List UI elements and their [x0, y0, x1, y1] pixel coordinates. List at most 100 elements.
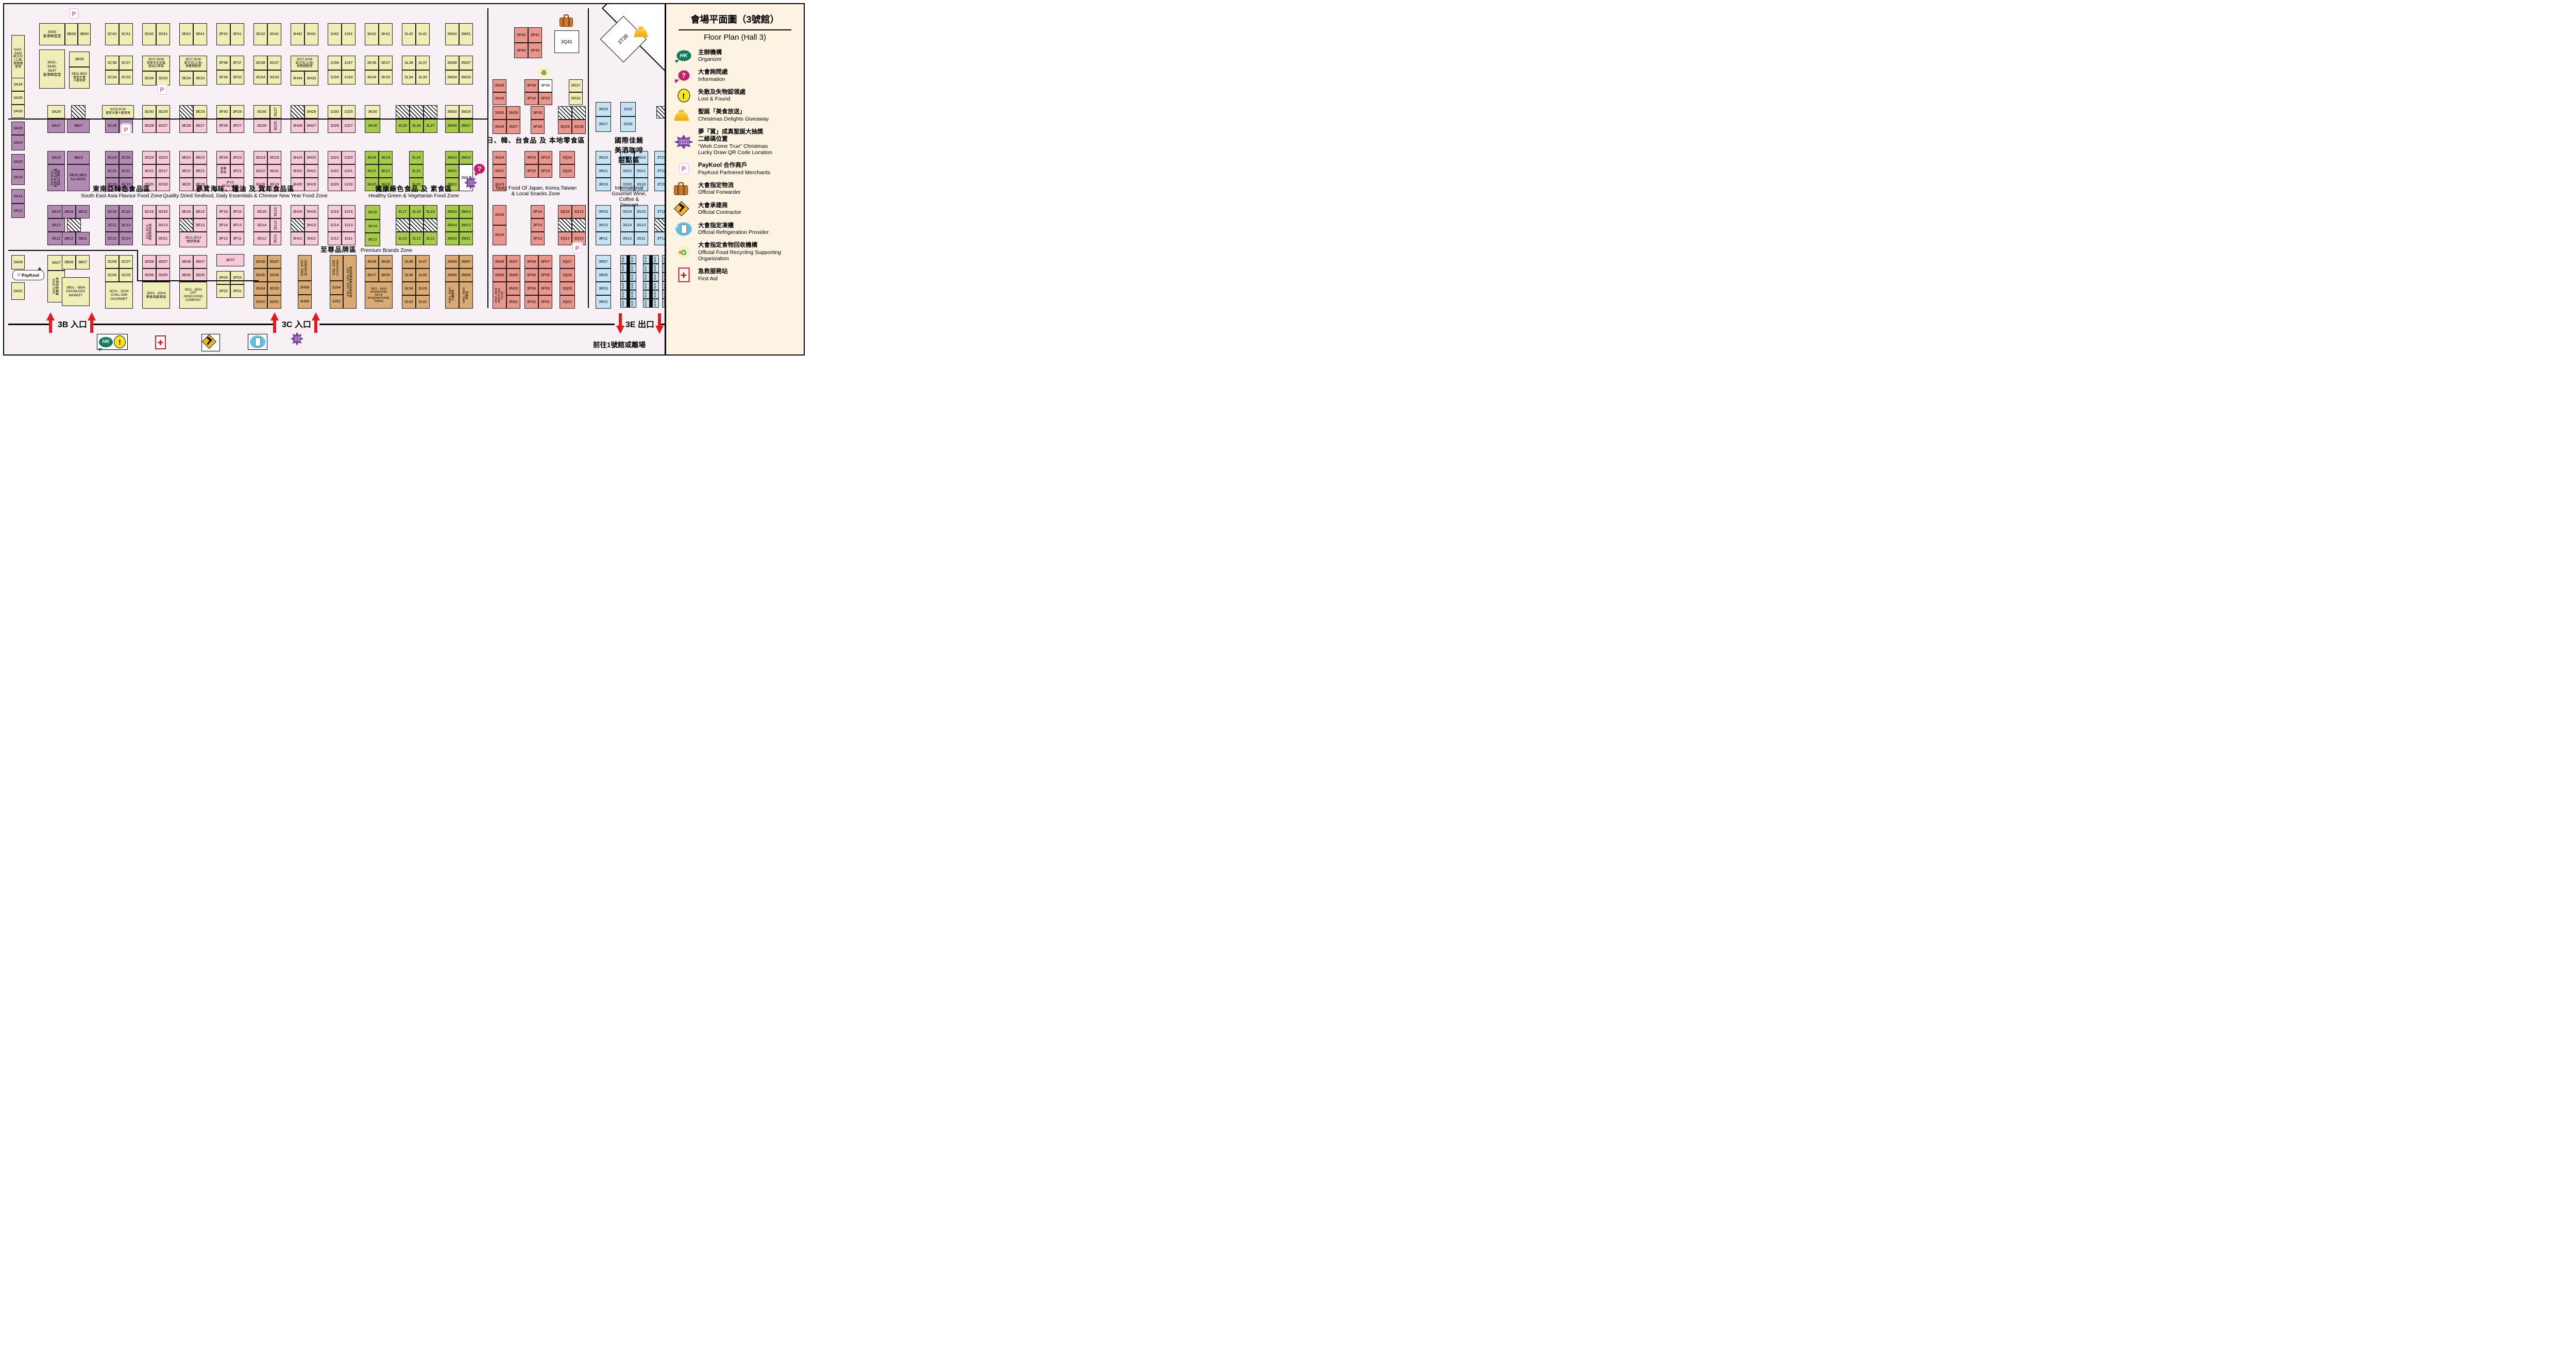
booth-hatched — [656, 106, 665, 119]
booth-3N07: 3N07 — [506, 255, 520, 268]
booth-3U03: 3U03 — [620, 281, 627, 290]
legend-item: 大會承建商 Official Contractor — [673, 201, 799, 217]
booth-3N28: 3N28 — [493, 120, 506, 134]
booth-hatched — [71, 105, 86, 119]
booth-3D34: 3D34 — [142, 71, 156, 86]
legend-item-icon: ❄ — [674, 222, 693, 236]
booth-3K20: 3K20 — [365, 178, 379, 191]
entrance-label: 3E 出口 — [625, 320, 655, 329]
booth-3G42: 3G42 — [253, 23, 267, 45]
booth-3Q07: 3Q07 — [560, 255, 575, 268]
booth-3L22: 3L22 — [409, 164, 423, 178]
booth-3U30: 3U30 — [662, 255, 665, 264]
legend-item-en: Christmas Delights Giveaway — [698, 115, 769, 122]
booth-3Q05: 3Q05 — [560, 268, 575, 282]
booth-3F27: 3F27 — [230, 119, 244, 133]
legend-item-zh: 大會詢問處 — [698, 69, 728, 76]
booth-3F37: 3F37 — [230, 56, 244, 70]
booth-3R23: 3R23 — [596, 151, 611, 164]
booth-3L01: 3L01 — [416, 295, 430, 309]
legend-item-icon: HK — [674, 50, 693, 61]
booth-3K30: 3K30 — [365, 105, 380, 119]
legend-item: 聖誕「美食放送」 Christmas Delights Giveaway — [674, 108, 799, 122]
booth-3C293C30: 3C29,3C30 遼寧大連十郡商貿 — [102, 105, 134, 119]
legend-panel: 會場平面圖（3號館） Floor Plan (Hall 3) HK 主辦機構 Org… — [665, 3, 805, 356]
entrance-arrow — [655, 312, 664, 334]
booth-3U13: 3U13 — [643, 299, 650, 308]
booth-hatched — [572, 218, 586, 232]
booth-3G16: 3G16 — [253, 205, 270, 218]
booth-3C28: 3C28 — [105, 119, 119, 133]
booth-3E06: 3E06 — [179, 268, 193, 282]
booth-3S22: 3S22 — [620, 164, 634, 178]
suitcase-icon — [674, 182, 690, 195]
booth-3C13: 3C13 — [119, 218, 133, 232]
booth-3K06: 3K06 — [379, 255, 393, 268]
booth-3U11: 3U11 — [630, 264, 636, 273]
booth-3H12: 3H12 — [291, 232, 304, 245]
booth-3T20: 3T20 — [654, 178, 665, 191]
booth-3L03: 3L03 — [416, 282, 430, 295]
hall-map: 3A42, 3A44 歐艾尼 (上海) 供應鏈 管理 3A34 3A30 3A28 3A… — [3, 3, 666, 356]
legend-item-icon: ♻ — [674, 245, 693, 259]
booth-3H15: 3H15 — [304, 205, 318, 218]
booth-3S24: 3S24 — [620, 151, 634, 164]
booth-3S23: 3S23 — [634, 151, 648, 164]
booth-3P14: 3P14 — [531, 218, 545, 232]
organizer-lostfound-signbox: HK! — [97, 334, 128, 350]
booth-3U08: 3U08 — [630, 290, 636, 299]
paykool-icon: P — [679, 163, 689, 175]
booth-3E28: 3E28 — [179, 119, 193, 133]
legend-item-zh: 主辦機構 — [698, 49, 722, 56]
legend-item-icon: P — [674, 163, 693, 175]
booth-3U25: 3U25 — [662, 299, 665, 308]
zone-label: 至尊品牌區 Premium Brands Zone — [320, 246, 413, 253]
qrstar-icon — [674, 134, 693, 150]
booth-3H41: 3H41 — [304, 23, 318, 45]
booth-3G04: 3G04 — [253, 282, 267, 295]
booth-3C19: 3C19 — [119, 178, 133, 191]
legend-item-text: 大會指定物流 Official Forwarder — [698, 182, 741, 196]
entrance-arrow — [312, 312, 320, 334]
booth-3N16: 3N16 — [493, 205, 506, 225]
booth-3U24: 3U24 — [652, 255, 659, 264]
booth-3M22: 3M22 — [445, 178, 459, 191]
booth-3G22: 3G22 — [253, 164, 267, 178]
booth-3M21: 3M21 — [445, 164, 459, 178]
booth-3Q20: 3Q20 — [560, 164, 575, 178]
fridge-icon: ❄ — [249, 335, 265, 348]
booth-3M14: 3M14 — [445, 218, 459, 232]
wall-segment — [627, 255, 630, 308]
entrance-arrow — [88, 312, 96, 334]
booth-3E20: 3E20 — [179, 178, 193, 191]
booth-3J21: 3J21 — [342, 164, 355, 178]
booth-3E24: 3E24 — [179, 151, 193, 164]
question-icon: ? — [474, 164, 485, 176]
booth-3B12: 3B12 — [62, 232, 76, 245]
legend-item-zh: 大會指定食物回收機構 — [698, 242, 757, 249]
booth-3K05: 3K05 — [379, 268, 393, 282]
booth-3E15: 3E15 — [193, 205, 207, 218]
booth-3L29: 3L29 — [396, 119, 410, 133]
booth-3K14: 3K14 — [365, 219, 380, 233]
booth-3E373E38: 3E37,3E38 歐艾尼(上海) 供應鏈管理 — [179, 56, 207, 71]
booth-3E22: 3E22 — [179, 164, 193, 178]
booth-3L20: 3L20 — [409, 178, 423, 191]
booth-3G19: 3G19 — [267, 178, 281, 191]
booth-3D22: 3D22 — [142, 164, 156, 178]
legend-item: ! 失散及失物認領處 Lost & Found — [674, 89, 799, 103]
booth-3E34: 3E34 — [179, 71, 193, 86]
booth-3H06: 3H06 — [298, 295, 312, 309]
booth-3L13: 3L13 — [396, 232, 410, 245]
booth-3N29: 3N29 — [506, 106, 520, 120]
booth-3B11: 3B11 — [76, 232, 90, 245]
booth-3C20: 3C20 — [105, 178, 119, 191]
booth-3M13: 3M13 — [459, 218, 473, 232]
booth-3E07: 3E07 — [193, 255, 207, 268]
booth-3M16: 3M16 — [445, 205, 459, 218]
zone-label: 蔘茸海味、糧油 及 賀年食品區 Quality Dried Seafood, Da… — [163, 185, 328, 199]
booth-3K33: 3K33 — [379, 70, 393, 84]
booth-3B23: 3B23 — [67, 151, 90, 164]
booth-3F33: 3F33 — [230, 70, 244, 84]
qrstar-icon — [291, 332, 303, 346]
